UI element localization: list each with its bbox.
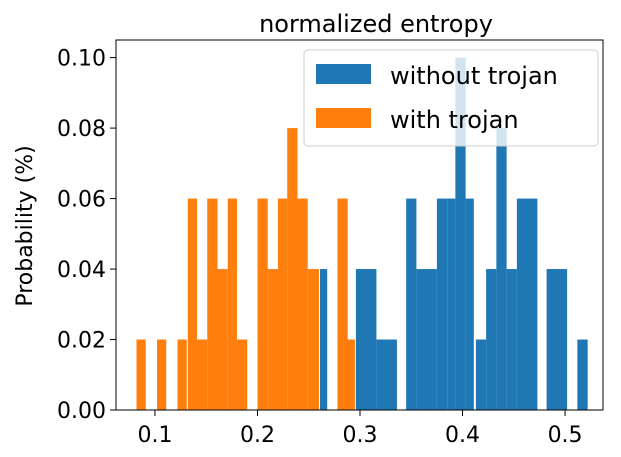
x-tick-label: 0.4 xyxy=(445,423,480,448)
x-tick-label: 0.5 xyxy=(548,423,583,448)
y-axis-title: Probability (%) xyxy=(13,145,38,306)
bar-with-trojan-7 xyxy=(227,198,237,410)
bar-with-trojan-16 xyxy=(337,198,348,410)
bar-without-trojan-10 xyxy=(475,339,487,410)
bar-with-trojan-11 xyxy=(267,269,278,410)
bar-without-trojan-3 xyxy=(376,339,397,410)
bar-with-trojan-15 xyxy=(307,269,319,410)
bar-with-trojan-3 xyxy=(187,198,197,410)
axes-layer: 0.1 0.2 0.3 0.4 0.5 0.00 0.02 0.04 0.06 0.08 0.10 xyxy=(57,39,604,448)
bar-with-trojan-14 xyxy=(297,198,308,410)
bar-with-trojan-12 xyxy=(277,198,288,410)
bar-without-trojan-16 xyxy=(577,339,588,410)
bar-without-trojan-14 xyxy=(516,198,538,410)
bar-with-trojan-5 xyxy=(207,198,218,410)
bar-without-trojan-7 xyxy=(447,198,456,410)
y-tick-label: 0.00 xyxy=(57,399,106,424)
bar-with-trojan-10 xyxy=(257,198,268,410)
legend: without trojan with trojan xyxy=(303,49,599,147)
y-tick-label: 0.08 xyxy=(57,117,106,142)
x-tick-label: 0.2 xyxy=(240,423,275,448)
bar-without-trojan-5 xyxy=(416,269,437,410)
bar-without-trojan-8 xyxy=(455,57,466,411)
bars-layer xyxy=(136,57,588,411)
y-tick-label: 0.10 xyxy=(57,47,106,72)
chart-title: normalized entropy xyxy=(259,10,493,38)
bar-without-trojan-0 xyxy=(320,269,328,410)
y-tick-label: 0.02 xyxy=(57,329,106,354)
x-tick-label: 0.1 xyxy=(137,423,172,448)
legend-swatch-without-trojan xyxy=(316,64,371,84)
bar-with-trojan-17 xyxy=(347,339,355,410)
legend-label-with-trojan: with trojan xyxy=(390,106,519,134)
bar-without-trojan-13 xyxy=(506,269,517,410)
bar-without-trojan-4 xyxy=(406,198,417,410)
legend-swatch-with-trojan xyxy=(316,108,371,128)
bar-with-trojan-13 xyxy=(287,128,298,410)
y-tick-label: 0.04 xyxy=(57,258,106,283)
bar-without-trojan-11 xyxy=(486,269,497,410)
bar-without-trojan-2 xyxy=(355,269,377,410)
bar-with-trojan-4 xyxy=(197,339,208,410)
y-tick-label: 0.06 xyxy=(57,188,106,213)
bar-with-trojan-8 xyxy=(236,339,248,410)
plot-frame xyxy=(115,39,604,411)
bar-with-trojan-1 xyxy=(157,339,167,410)
bar-without-trojan-6 xyxy=(436,198,448,410)
bar-without-trojan-12 xyxy=(496,128,507,410)
legend-box xyxy=(303,49,599,147)
bar-with-trojan-6 xyxy=(217,269,228,410)
bar-with-trojan-0 xyxy=(136,339,146,410)
x-tick-label: 0.3 xyxy=(343,423,378,448)
bar-with-trojan-2 xyxy=(177,339,187,410)
bar-without-trojan-15 xyxy=(546,269,568,410)
legend-label-without-trojan: without trojan xyxy=(390,62,558,90)
bar-without-trojan-9 xyxy=(465,198,474,410)
